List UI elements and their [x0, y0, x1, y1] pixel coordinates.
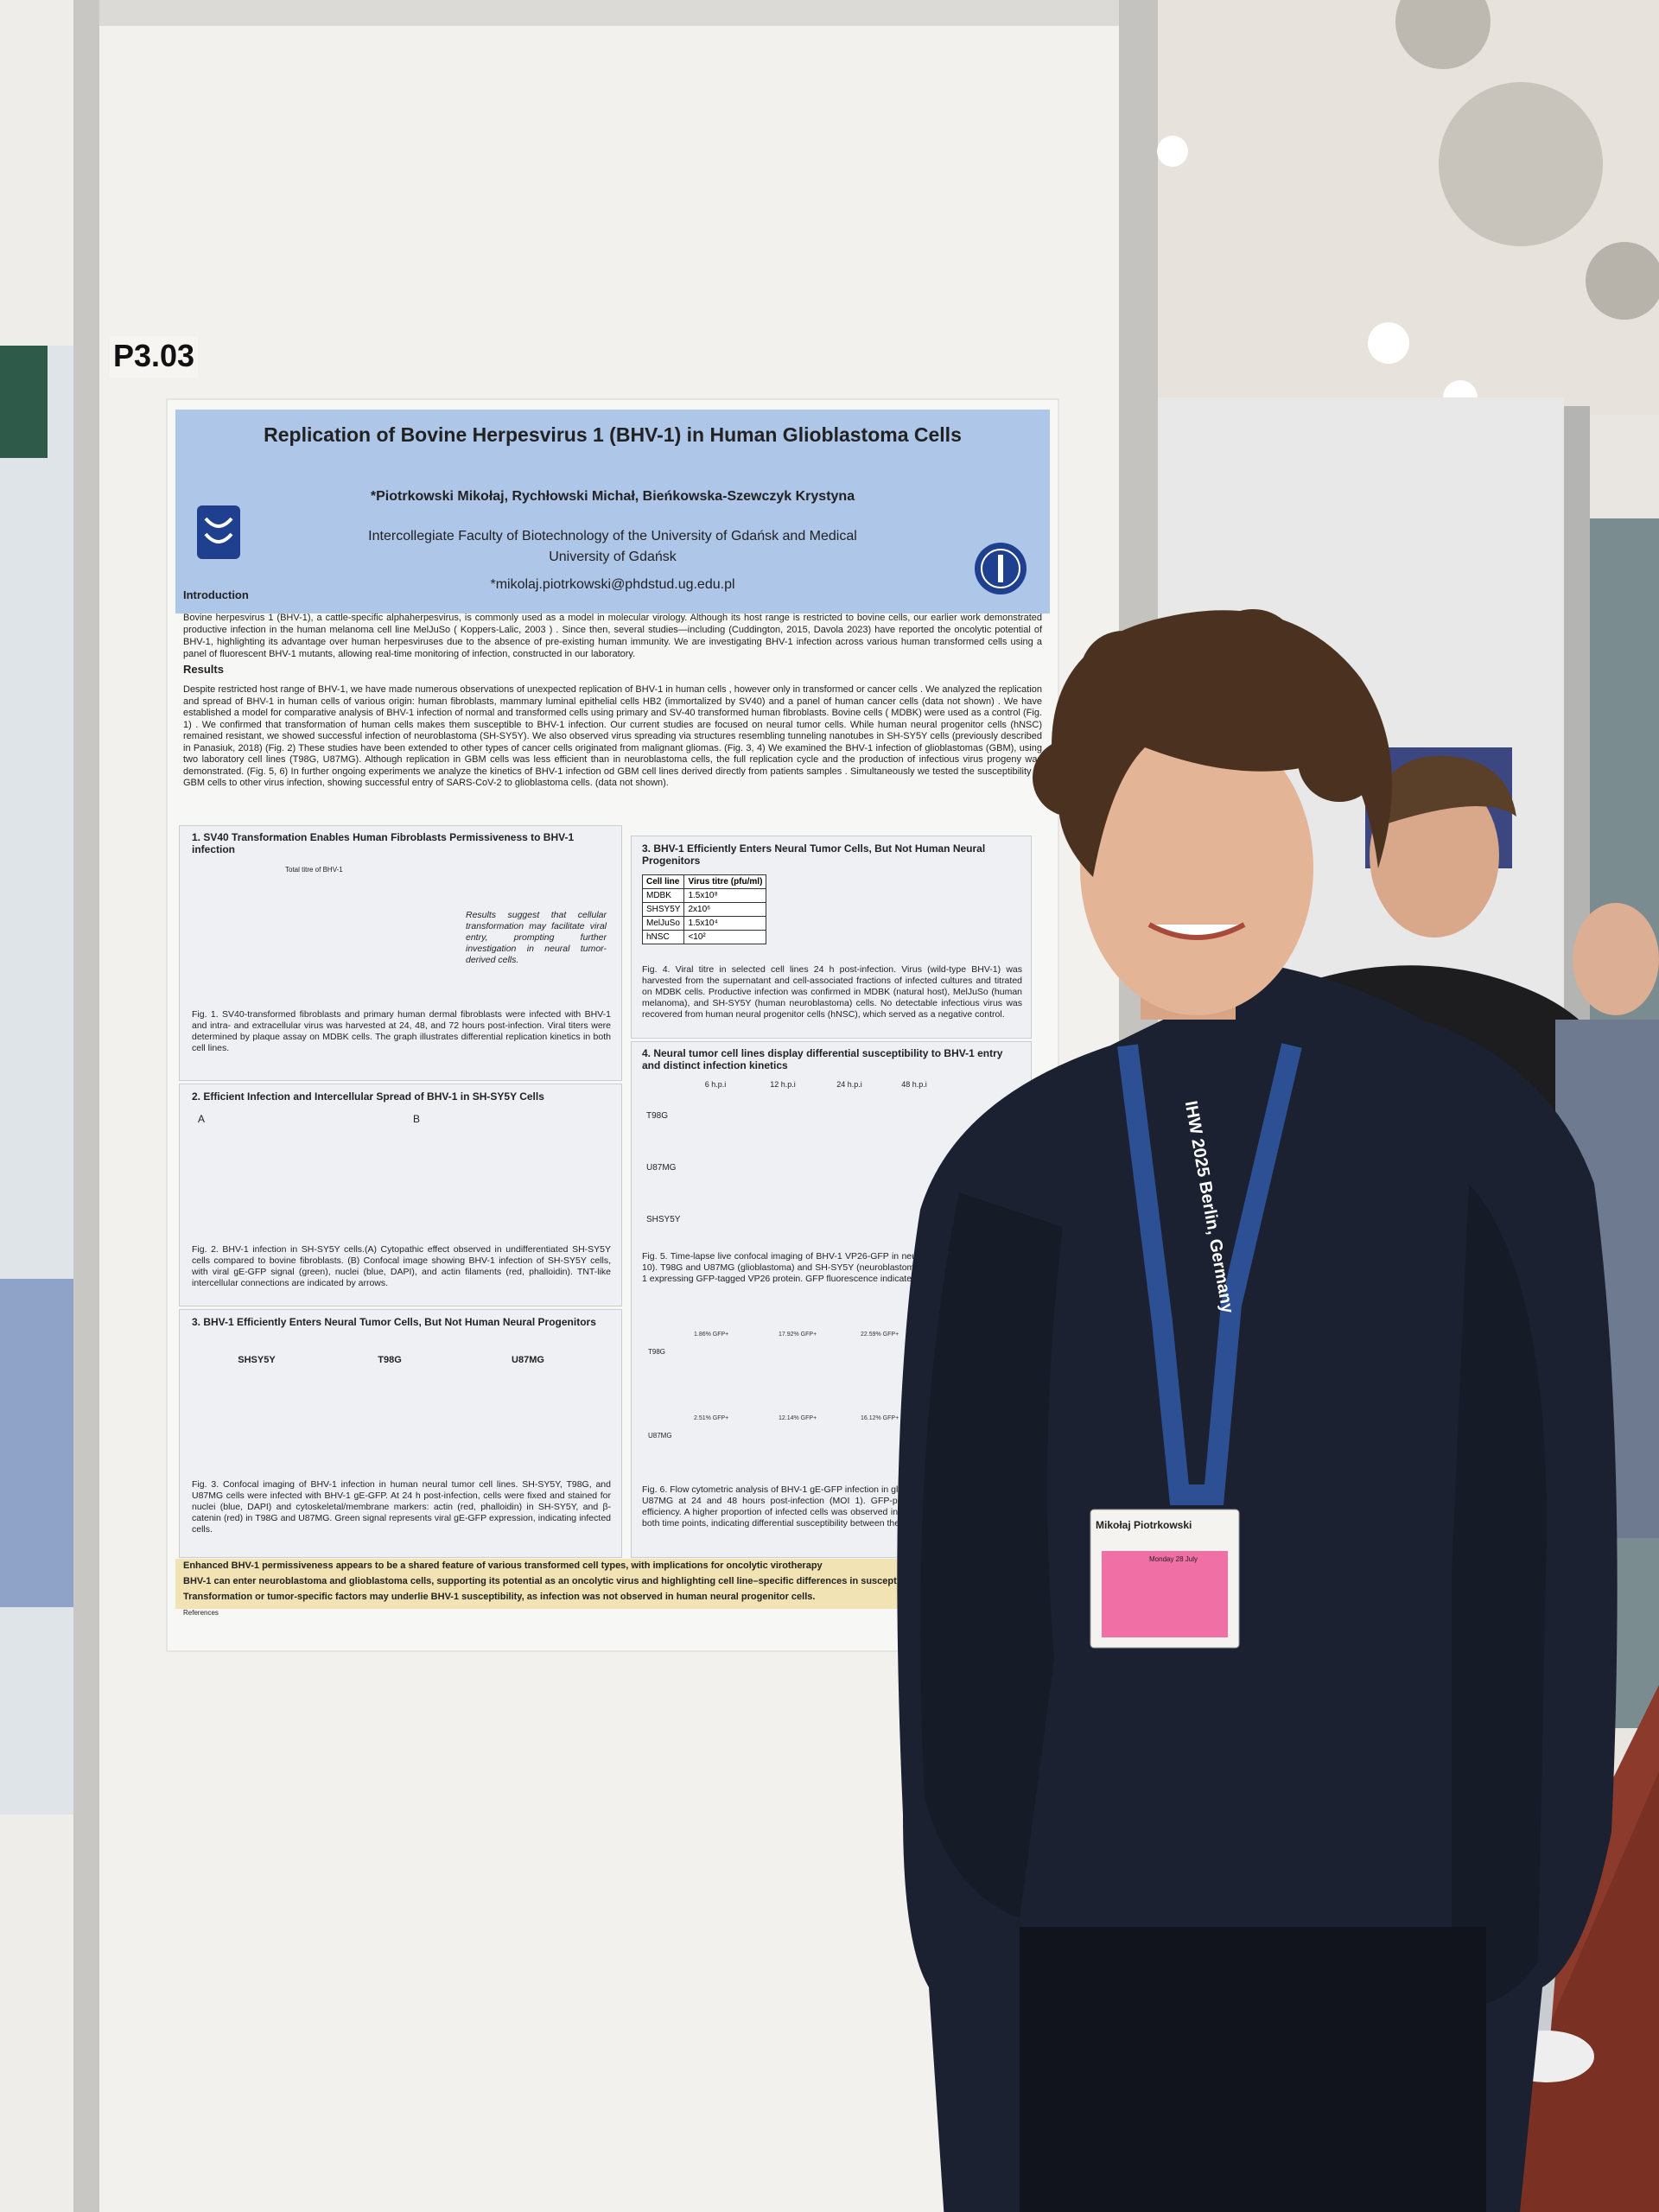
fig-heading: 3. BHV-1 Efficiently Enters Neural Tumor…	[642, 842, 986, 867]
gate-label: 2.51% GFP+	[694, 1415, 729, 1421]
fig-heading: 2. Efficient Infection and Intercellular…	[192, 1090, 544, 1103]
badge-name: Mikołaj Piotrkowski	[1096, 1519, 1192, 1531]
row-label: T98G	[646, 1111, 669, 1121]
column-label: 6 h.p.i	[704, 1080, 727, 1089]
section-heading: Introduction	[183, 588, 249, 601]
poster-affiliation: Intercollegiate Faculty of Biotechnology…	[368, 529, 857, 543]
table-cell: hNSC	[641, 930, 685, 944]
conclusion: BHV-1 can enter neuroblastoma and gliobl…	[183, 1576, 922, 1586]
conclusion: Transformation or tumor-specific factors…	[183, 1592, 816, 1602]
column-label: 24 h.p.i	[836, 1080, 862, 1089]
ceiling-light	[1157, 136, 1188, 167]
row-label: U87MG	[648, 1432, 672, 1440]
image-label: SHSY5Y	[238, 1355, 276, 1365]
fig1-box	[179, 825, 622, 1081]
booth-label-bg	[110, 336, 198, 378]
board-pole	[73, 0, 99, 2212]
titre-table: Cell line Virus titre (pfu/ml) MDBK 1.5x10⁸…	[641, 874, 767, 944]
gate-label: 1.86% GFP+	[694, 1332, 729, 1338]
gate-label: 12.14% GFP+	[779, 1415, 817, 1421]
poster-affiliation: University of Gdańsk	[549, 550, 677, 564]
fig-caption: Fig. 1. SV40-transformed fibroblasts and…	[192, 1009, 611, 1053]
image-label: T98G	[378, 1355, 402, 1365]
fig-caption: Fig. 3. Confocal imaging of BHV-1 infect…	[192, 1479, 611, 1535]
table-cell: SHSY5Y	[641, 902, 685, 917]
fig2-box	[179, 1084, 622, 1306]
fig-caption: Fig. 4. Viral titre in selected cell lin…	[642, 964, 1022, 1020]
row-label: U87MG	[646, 1163, 677, 1173]
column-label: 12 h.p.i	[770, 1080, 796, 1089]
chart-title: Total titre of BHV-1	[285, 866, 343, 874]
fig-note: Results suggest that cellular transforma…	[466, 910, 607, 965]
intro-text: Bovine herpesvirus 1 (BHV-1), a cattle-s…	[183, 613, 1042, 659]
board-top	[99, 0, 1128, 26]
fig-heading: 3. BHV-1 Efficiently Enters Neural Tumor…	[192, 1316, 596, 1328]
ceiling-light	[1368, 322, 1409, 364]
row-label: SHSY5Y	[646, 1215, 681, 1224]
gate-label: 16.12% GFP+	[861, 1415, 899, 1421]
university-logo	[197, 505, 240, 559]
column-label: 48 h.p.i	[901, 1080, 927, 1089]
poster-authors: *Piotrkowski Mikołaj, Rychłowski Michał,…	[370, 489, 855, 504]
gate-label: 22.59% GFP+	[861, 1332, 899, 1338]
poster-email: *mikolaj.piotrkowski@phdstud.ug.edu.pl	[490, 577, 735, 592]
results-text: Despite restricted host range of BHV-1, …	[183, 684, 1042, 788]
panel-label: B	[413, 1113, 421, 1125]
fig-heading: 1. SV40 Transformation Enables Human Fib…	[192, 831, 575, 855]
left-poster-band	[0, 346, 48, 458]
references-heading: References	[183, 1609, 219, 1617]
section-heading: Results	[183, 663, 224, 676]
poster-title: Replication of Bovine Herpesvirus 1 (BHV…	[264, 423, 962, 446]
presenter	[897, 609, 1618, 2212]
fig-caption: Fig. 2. BHV-1 infection in SH-SY5Y cells…	[192, 1244, 611, 1288]
panel-label: A	[198, 1113, 206, 1125]
table-cell: <10²	[683, 930, 767, 944]
medical-university-seal	[975, 543, 1027, 594]
ceiling-vent	[1439, 82, 1603, 246]
badge-date: Monday 28 July	[1149, 1555, 1198, 1563]
gate-label: 17.92% GFP+	[779, 1332, 817, 1338]
row-label: T98G	[648, 1348, 666, 1356]
ceiling-vent	[1395, 0, 1491, 69]
left-poster-figure	[0, 1279, 78, 1607]
conclusion: Enhanced BHV-1 permissiveness appears to…	[183, 1560, 823, 1571]
booth-label: P3.03	[112, 338, 195, 373]
image-label: U87MG	[512, 1355, 544, 1365]
fig-heading: 4. Neural tumor cell lines display diffe…	[642, 1047, 1003, 1071]
ceiling-vent	[1586, 242, 1659, 320]
fig3-box	[179, 1309, 622, 1558]
poster-header	[175, 410, 1050, 613]
